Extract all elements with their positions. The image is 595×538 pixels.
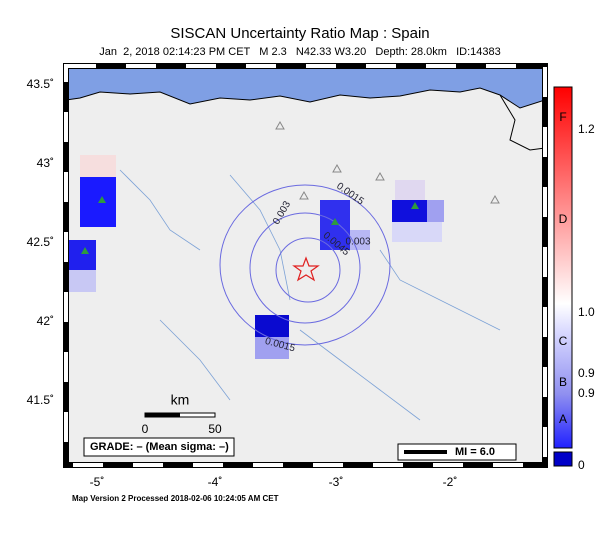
colorbar-label: 0 (578, 458, 585, 472)
footer: Map Version 2 Processed 2018-02-06 10:24… (72, 494, 279, 503)
lat-label: 41.5˚ (27, 393, 54, 407)
lon-label: -3˚ (329, 475, 344, 489)
colorbar: F D C B A 1.2 1.0 0.9 0.9 0 (553, 86, 595, 472)
scale-start: 0 (142, 422, 149, 436)
colorbar-label: 0.9 (578, 366, 595, 380)
lon-label: -2˚ (443, 475, 458, 489)
map-frame-ticks (64, 64, 547, 467)
lon-label: -5˚ (90, 475, 105, 489)
grade-letter: A (559, 412, 567, 426)
epicenter (292, 256, 320, 282)
mi-label: MI = 6.0 (455, 446, 495, 458)
scale-end: 50 (208, 422, 222, 436)
lon-label: -4˚ (208, 475, 223, 489)
colorbar-label: 1.2 (578, 122, 595, 136)
grade-letter: F (559, 110, 566, 124)
subtitle: Jan 2, 2018 02:14:23 PM CET M 2.3 N42.33… (99, 46, 501, 58)
grade-letter: D (559, 212, 568, 226)
contour-label: 0.003 (345, 237, 370, 248)
map-area: 0.0015 0.003 0.0045 0.003 0.0015 GRADE: … (66, 66, 545, 465)
stations (81, 120, 500, 254)
lat-label: 43.5˚ (27, 77, 54, 91)
colorbar-label: 0.9 (578, 386, 595, 400)
contours (219, 184, 391, 346)
mi-box (397, 443, 517, 461)
colorbar-label: 1.0 (578, 305, 595, 319)
lat-label: 43˚ (37, 156, 54, 170)
lat-label: 42.5˚ (27, 235, 54, 249)
grade-letter: C (559, 334, 568, 348)
grade-label: GRADE: – (Mean sigma: –) (90, 441, 229, 453)
title: SISCAN Uncertainty Ratio Map : Spain (170, 25, 429, 42)
uncertainty-cells (66, 155, 444, 359)
grade-box (83, 437, 235, 457)
grade-letter: B (559, 375, 567, 389)
lat-label: 42˚ (37, 314, 54, 328)
scale-unit: km (171, 392, 190, 408)
